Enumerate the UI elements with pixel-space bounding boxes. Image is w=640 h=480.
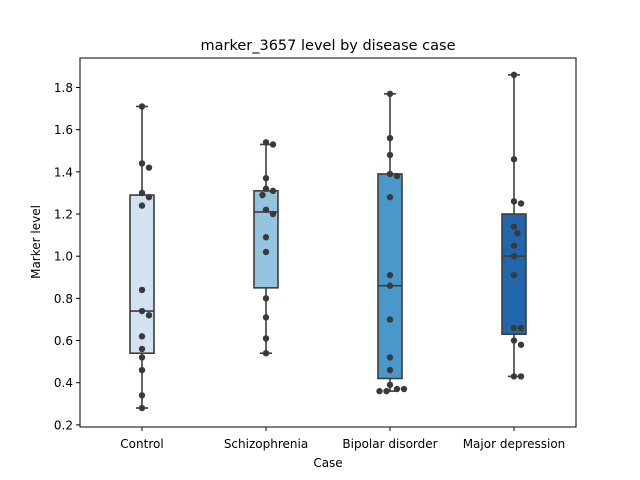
- data-point: [138, 160, 146, 167]
- x-tick-label: Major depression: [463, 437, 566, 451]
- box-iqr: [129, 194, 155, 354]
- data-point: [400, 385, 408, 393]
- data-point: [138, 286, 146, 294]
- plot-frame: [79, 57, 577, 428]
- points-group: [510, 71, 525, 380]
- data-point: [138, 333, 146, 340]
- points-group: [376, 90, 408, 395]
- data-point: [510, 253, 518, 260]
- data-point: [262, 314, 270, 321]
- chart-title: marker_3657 level by disease case: [201, 38, 456, 54]
- data-point: [138, 404, 146, 412]
- box-group: [377, 93, 403, 392]
- x-axis: Control Schizophrenia Bipolar disorder Majo…: [120, 427, 565, 451]
- y-tick-label: 0.2: [54, 418, 73, 432]
- data-point: [510, 156, 518, 163]
- data-point: [386, 170, 394, 178]
- data-point: [262, 139, 270, 146]
- data-point: [386, 381, 394, 389]
- data-point: [510, 324, 518, 332]
- x-tick-label: Control: [120, 437, 163, 451]
- data-point: [262, 295, 270, 302]
- y-tick-label: 1.6: [54, 123, 73, 137]
- plot-content: [129, 71, 527, 412]
- data-point: [259, 191, 266, 199]
- data-point: [262, 335, 270, 342]
- y-tick-label: 1.0: [54, 250, 73, 264]
- data-point: [393, 385, 401, 393]
- data-point: [510, 223, 518, 230]
- data-point: [138, 345, 146, 353]
- x-tick-label: Schizophrenia: [224, 437, 308, 451]
- data-point: [386, 90, 394, 98]
- data-point: [138, 189, 146, 197]
- data-point: [386, 151, 394, 159]
- points-group: [138, 103, 153, 412]
- data-point: [386, 354, 394, 361]
- data-point: [383, 387, 390, 395]
- y-tick-label: 0.6: [54, 334, 73, 348]
- data-point: [386, 366, 394, 374]
- data-point: [386, 134, 394, 142]
- x-axis-label: Case: [313, 456, 342, 470]
- data-point: [138, 354, 146, 361]
- data-point: [376, 387, 383, 395]
- data-point: [510, 373, 518, 380]
- data-point: [138, 103, 146, 110]
- data-point: [510, 198, 518, 205]
- data-point: [262, 350, 270, 357]
- data-point: [510, 242, 518, 249]
- data-point: [145, 164, 153, 171]
- data-point: [269, 210, 277, 218]
- data-point: [145, 312, 153, 319]
- data-point: [517, 200, 525, 207]
- x-tick-label: Bipolar disorder: [342, 437, 437, 451]
- data-point: [262, 206, 270, 214]
- data-point: [262, 185, 270, 192]
- y-tick-label: 0.4: [54, 376, 73, 390]
- data-point: [393, 172, 401, 180]
- data-point: [138, 202, 146, 209]
- y-tick-label: 0.8: [54, 292, 73, 306]
- data-point: [510, 271, 518, 279]
- y-axis-label: Marker level: [29, 205, 43, 279]
- data-point: [145, 193, 153, 201]
- data-point: [269, 141, 277, 148]
- data-point: [517, 341, 525, 348]
- data-point: [386, 316, 394, 323]
- data-point: [138, 366, 146, 374]
- y-tick-label: 1.8: [54, 81, 73, 95]
- data-point: [138, 307, 146, 315]
- data-point: [517, 373, 525, 380]
- data-point: [269, 187, 277, 195]
- data-point: [510, 337, 518, 344]
- y-axis: 0.2 0.4 0.6 0.8 1.0 1.2 1.4 1.6 1.8: [54, 81, 80, 432]
- data-point: [386, 193, 394, 201]
- data-point: [386, 282, 394, 289]
- data-point: [138, 392, 146, 399]
- y-tick-label: 1.4: [54, 165, 73, 179]
- data-point: [262, 248, 270, 256]
- y-tick-label: 1.2: [54, 208, 73, 222]
- data-point: [510, 71, 518, 79]
- data-point: [514, 229, 521, 237]
- box-group: [129, 105, 155, 409]
- data-point: [262, 234, 270, 241]
- data-point: [517, 324, 525, 332]
- data-point: [386, 271, 394, 279]
- data-point: [262, 174, 270, 182]
- points-group: [259, 139, 277, 357]
